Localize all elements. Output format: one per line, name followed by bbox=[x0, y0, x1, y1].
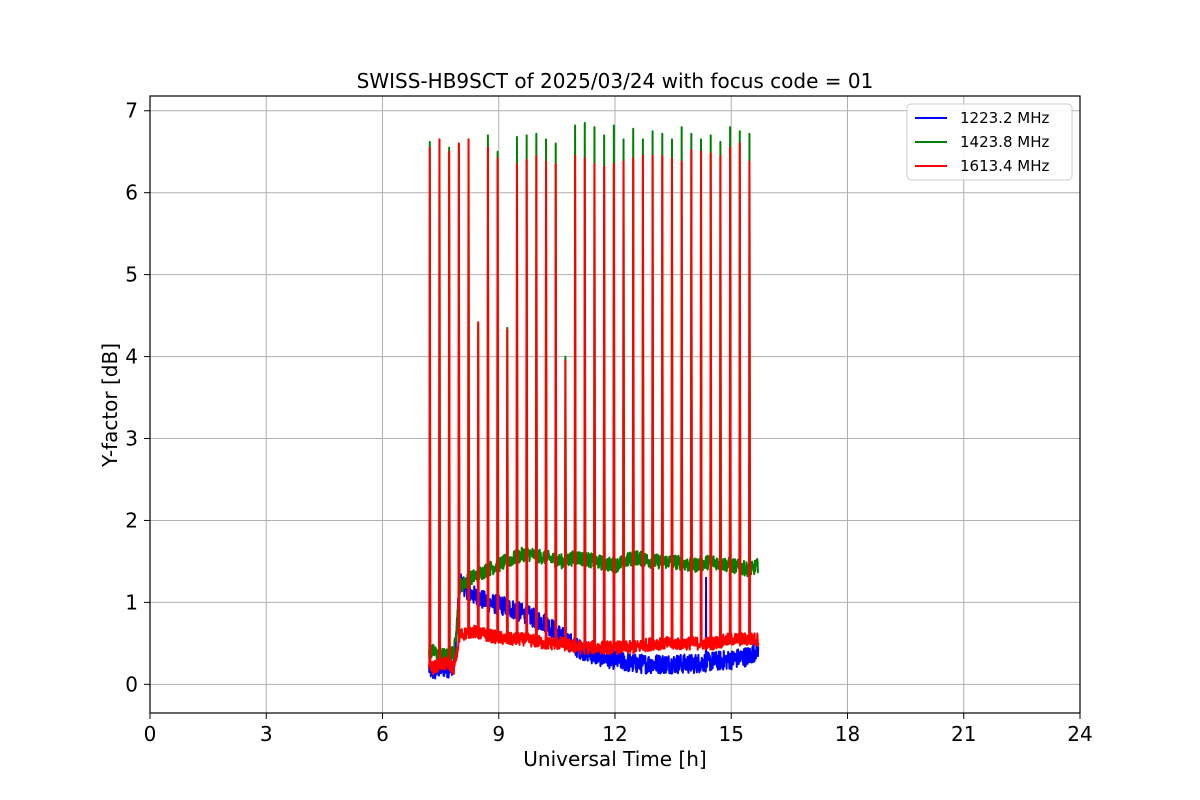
legend-box bbox=[906, 103, 1073, 181]
x-tick-label: 12 bbox=[602, 722, 627, 746]
y-tick-label: 4 bbox=[125, 345, 138, 369]
x-tick-label: 6 bbox=[376, 722, 389, 746]
x-axis-label: Universal Time [h] bbox=[523, 747, 706, 771]
x-tick-label: 21 bbox=[951, 722, 976, 746]
legend-label: 1223.2 MHz bbox=[960, 109, 1049, 127]
y-tick-label: 6 bbox=[125, 181, 138, 205]
x-tick-label: 9 bbox=[492, 722, 505, 746]
legend-label: 1613.4 MHz bbox=[960, 157, 1049, 175]
y-tick-label: 5 bbox=[125, 263, 138, 287]
legend-label: 1423.8 MHz bbox=[960, 133, 1049, 151]
x-tick-label: 3 bbox=[260, 722, 273, 746]
x-tick-label: 24 bbox=[1067, 722, 1092, 746]
legend: 1223.2 MHz 1423.8 MHz 1613.4 MHz bbox=[906, 103, 1073, 181]
series-line-1613-4-mhz bbox=[428, 138, 760, 676]
y-tick-label: 1 bbox=[125, 590, 138, 614]
chart-title: SWISS-HB9SCT of 2025/03/24 with focus co… bbox=[357, 69, 874, 93]
y-tick-label: 0 bbox=[125, 672, 138, 696]
x-tick-label: 0 bbox=[144, 722, 157, 746]
y-tick-label: 2 bbox=[125, 508, 138, 532]
x-tick-label: 15 bbox=[719, 722, 744, 746]
y-tick-label: 3 bbox=[125, 427, 138, 451]
y-tick-label: 7 bbox=[125, 99, 138, 123]
y-axis-label: Y-factor [dB] bbox=[98, 343, 122, 468]
series-layer bbox=[428, 122, 760, 680]
x-tick-label: 18 bbox=[835, 722, 860, 746]
